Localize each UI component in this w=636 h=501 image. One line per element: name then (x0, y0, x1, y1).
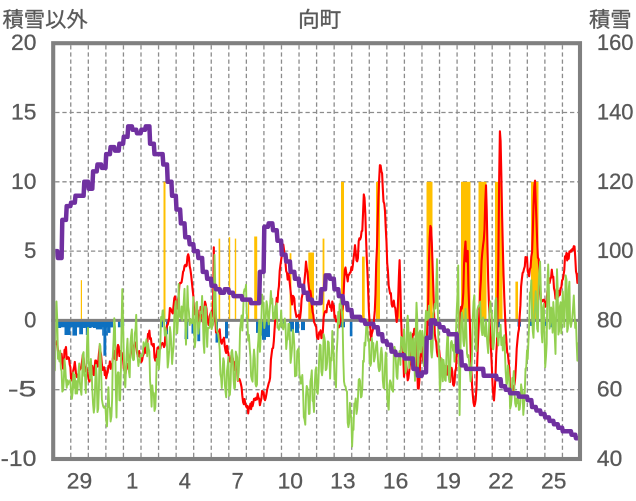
svg-text:-10: -10 (1, 446, 37, 471)
svg-text:13: 13 (330, 468, 355, 493)
svg-text:16: 16 (383, 468, 408, 493)
svg-text:10: 10 (278, 468, 303, 493)
svg-text:19: 19 (436, 468, 461, 493)
svg-text:120: 120 (597, 169, 634, 194)
svg-text:-5: -5 (8, 377, 37, 402)
svg-text:40: 40 (597, 446, 622, 471)
svg-text:1: 1 (126, 468, 138, 493)
svg-text:60: 60 (597, 377, 622, 402)
svg-text:160: 160 (597, 30, 634, 55)
svg-text:0: 0 (24, 307, 36, 332)
svg-text:80: 80 (597, 307, 622, 332)
svg-text:20: 20 (11, 30, 36, 55)
svg-text:29: 29 (67, 468, 92, 493)
svg-text:15: 15 (11, 100, 36, 125)
svg-text:22: 22 (488, 468, 513, 493)
svg-text:100: 100 (597, 238, 634, 263)
svg-text:25: 25 (541, 468, 566, 493)
svg-text:10: 10 (11, 169, 36, 194)
svg-text:5: 5 (24, 238, 36, 263)
svg-text:4: 4 (179, 468, 191, 493)
svg-text:140: 140 (597, 100, 634, 125)
svg-text:7: 7 (231, 468, 243, 493)
